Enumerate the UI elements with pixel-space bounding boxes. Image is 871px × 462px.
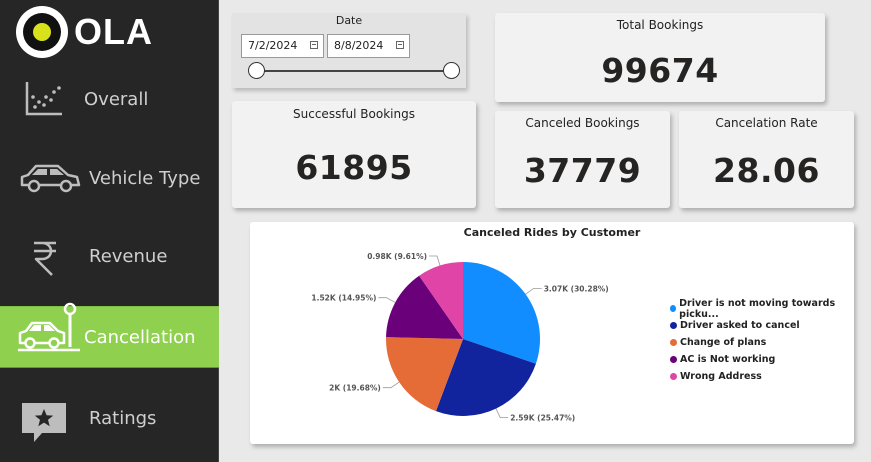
date-slicer: Date 7/2/2024 8/8/2024 [232,13,466,88]
kpi-value: 61895 [295,148,413,187]
star-message-icon [22,403,66,442]
legend-label: AC is Not working [680,354,776,365]
legend-item[interactable]: Driver is not moving towards picku... [670,297,854,320]
kpi-value: 28.06 [713,151,820,190]
kpi-title: Successful Bookings [293,107,415,121]
legend-label: Change of plans [680,337,767,348]
data-label-leader [382,381,400,389]
pie-slice[interactable] [386,337,463,412]
end-date-value: 8/8/2024 [334,39,384,52]
ola-logo-mark [16,6,68,58]
logo-text: OLA [74,11,153,52]
sidebar-item-label: Vehicle Type [89,167,201,189]
kpi-title: Cancelation Rate [715,116,818,130]
legend-item[interactable]: AC is Not working [670,351,854,368]
rupee-icon [34,241,56,276]
scatter-chart-icon [25,82,62,116]
legend-label: Driver is not moving towards picku... [679,297,836,320]
pie-slice[interactable] [386,275,463,339]
pie-data-label: 2K (19.68%) [329,384,381,393]
sidebar-item-label: Cancellation [84,326,196,348]
kpi-value: 99674 [601,51,719,90]
data-label-leader [378,297,396,303]
date-range-slider-track[interactable] [256,70,451,72]
sidebar: OLA Overall Vehicle Type Revenue [0,0,219,462]
successful-bookings-card: Successful Bookings 61895 [232,101,476,208]
legend-swatch [670,305,677,312]
sidebar-item-label: Ratings [89,407,157,429]
sidebar-item-label: Overall [84,88,149,110]
pie-data-label: 2.59K (25.47%) [510,414,575,423]
calendar-icon[interactable] [396,41,404,49]
data-label-leader [495,408,509,419]
ola-logo: OLA [16,6,153,58]
canceled-rides-chart: Canceled Rides by Customer 3.07K (30.28%… [250,222,854,444]
cancelation-rate-card: Cancelation Rate 28.06 [679,111,854,208]
end-date-input[interactable]: 8/8/2024 [327,34,410,58]
sidebar-item-vehicle-type[interactable]: Vehicle Type [0,147,219,209]
legend-swatch [670,339,677,346]
canceled-bookings-card: Canceled Bookings 37779 [495,111,670,208]
cancelled-car-icon [18,302,80,352]
start-date-input[interactable]: 7/2/2024 [241,34,324,58]
pie-data-label: 0.98K (9.61%) [367,252,427,261]
legend-swatch [670,373,677,380]
data-label-leader [525,287,542,295]
car-icon [20,164,81,193]
chart-legend: Driver is not moving towards picku... Dri… [670,297,854,385]
pie-data-label: 1.52K (14.95%) [311,294,376,303]
kpi-title: Canceled Bookings [525,116,640,130]
pie-slice[interactable] [419,262,463,339]
legend-label: Driver asked to cancel [680,320,800,331]
sidebar-item-overall[interactable]: Overall [0,68,219,130]
pie-slice[interactable] [435,339,536,416]
sidebar-item-ratings[interactable]: Ratings [0,387,219,449]
legend-swatch [670,322,677,329]
legend-item[interactable]: Wrong Address [670,368,854,385]
sidebar-item-cancellation[interactable]: Cancellation [0,302,219,368]
kpi-value: 37779 [523,151,642,190]
pie-chart: 3.07K (30.28%) 2.59K (25.47%) 2K (19.68%) 1… [311,252,609,423]
chart-title: Canceled Rides by Customer [463,226,641,239]
pie-data-label: 3.07K (30.28%) [544,284,609,293]
date-slicer-label: Date [335,14,363,27]
pie-slice[interactable] [463,262,540,364]
legend-item[interactable]: Change of plans [670,334,854,351]
total-bookings-card: Total Bookings 99674 [495,13,825,102]
legend-swatch [670,356,677,363]
calendar-icon[interactable] [310,41,318,49]
legend-label: Wrong Address [680,371,762,382]
date-range-start-handle[interactable] [248,62,265,79]
sidebar-item-label: Revenue [89,245,168,267]
sidebar-item-revenue[interactable]: Revenue [0,225,219,287]
start-date-value: 7/2/2024 [248,39,298,52]
legend-item[interactable]: Driver asked to cancel [670,317,854,334]
data-label-leader [429,255,441,266]
kpi-title: Total Bookings [616,18,704,32]
date-range-end-handle[interactable] [443,62,460,79]
